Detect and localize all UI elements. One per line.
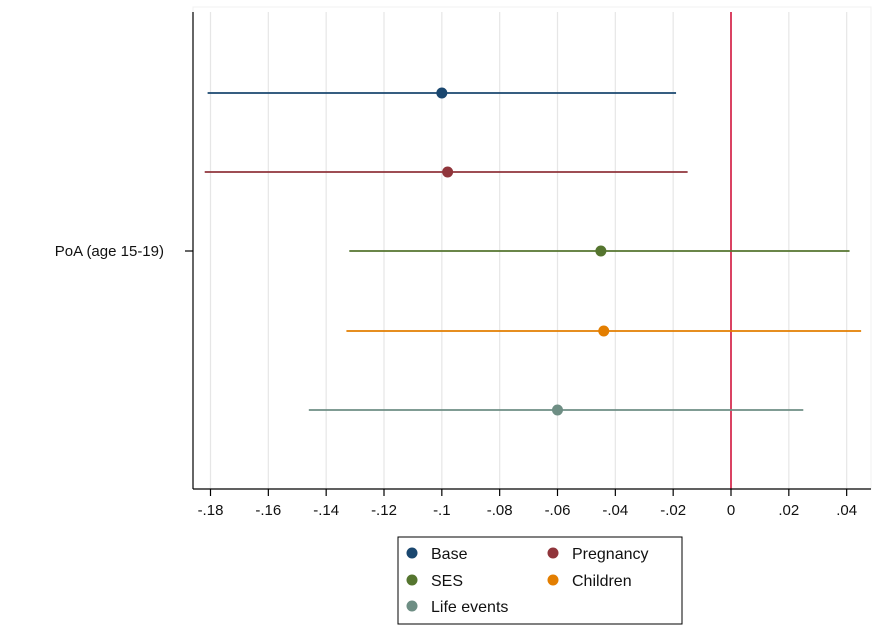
x-tick-label: -.16 <box>255 502 281 519</box>
x-tick-label: .02 <box>778 502 799 519</box>
x-tick-label: -.14 <box>313 502 339 519</box>
point-estimate-pregnancy <box>442 166 454 178</box>
x-tick-label: -.18 <box>198 502 224 519</box>
legend-item-base: Base <box>406 546 468 563</box>
legend: Base Pregnancy SES Children Life events <box>397 536 683 625</box>
legend-label-life-events: Life events <box>431 599 508 616</box>
legend-item-life-events: Life events <box>406 599 508 616</box>
series-life-events <box>308 404 804 416</box>
legend-item-children: Children <box>547 573 632 590</box>
legend-item-pregnancy: Pregnancy <box>547 546 649 563</box>
point-estimate-ses <box>595 245 607 257</box>
series-ses <box>349 245 850 257</box>
legend-label-ses: SES <box>431 573 463 590</box>
axes: PoA (age 15-19) <box>55 12 871 490</box>
x-tick-label: -.06 <box>545 502 571 519</box>
legend-marker-children <box>547 574 559 586</box>
x-tick-label: -.04 <box>602 502 628 519</box>
point-estimate-life-events <box>552 404 563 416</box>
legend-label-children: Children <box>572 573 632 590</box>
legend-box <box>397 536 683 625</box>
legend-label-base: Base <box>431 546 468 563</box>
x-tick-label: -.02 <box>660 502 686 519</box>
series-pregnancy <box>204 166 688 178</box>
legend-item-ses: SES <box>406 573 463 590</box>
legend-marker-ses <box>406 574 418 586</box>
legend-label-pregnancy: Pregnancy <box>572 546 649 563</box>
series-group <box>204 87 862 416</box>
legend-marker-life-events <box>406 600 418 612</box>
series-children <box>346 325 862 337</box>
plot-area <box>192 6 872 490</box>
y-category-label: PoA (age 15-19) <box>55 243 164 260</box>
series-base <box>207 87 677 99</box>
point-estimate-children <box>598 325 610 337</box>
x-tick-label: -.12 <box>371 502 397 519</box>
point-estimate-base <box>436 87 448 99</box>
x-axis-ticks: -.18 -.16 -.14 -.12 -.1 -.08 -.06 -.04 -.02 0 .02.… <box>198 489 857 519</box>
x-tick-label: 0 <box>727 502 735 519</box>
x-tick-label: -.1 <box>433 502 451 519</box>
x-tick-label: -.08 <box>487 502 513 519</box>
x-tick-label: .04 <box>836 502 857 519</box>
legend-marker-pregnancy <box>547 547 559 559</box>
legend-marker-base <box>406 547 418 559</box>
